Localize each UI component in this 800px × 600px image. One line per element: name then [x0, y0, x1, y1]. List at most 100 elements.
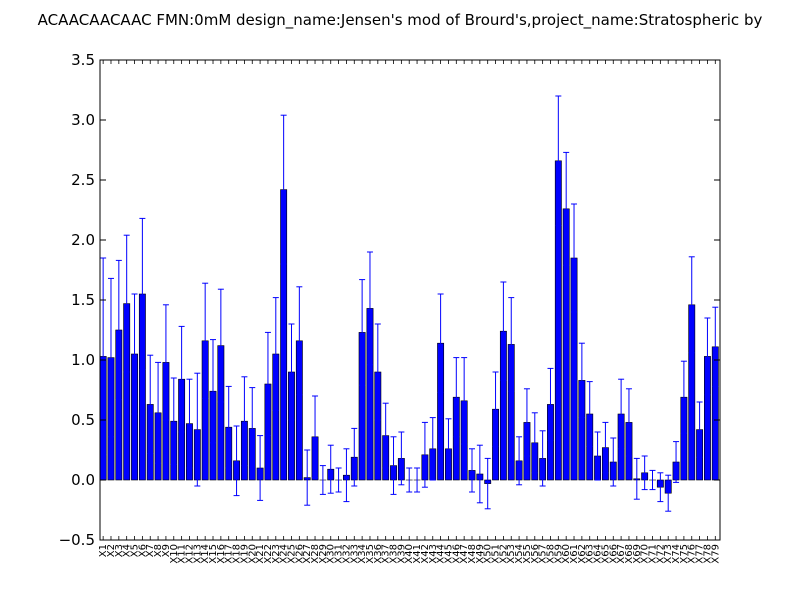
y-tick-label: 3.5 [71, 51, 95, 69]
x-tick-label: X35 [365, 544, 376, 564]
error-bar-X10 [170, 377, 177, 465]
x-tick-label: X60 [561, 544, 572, 564]
error-bar-X23 [272, 297, 279, 411]
error-bar-X70 [641, 455, 648, 491]
error-bar-X66 [610, 437, 617, 487]
error-bar-X14 [202, 282, 209, 399]
error-bar-X64 [594, 431, 601, 481]
x-tick-label: X37 [381, 544, 392, 564]
x-tick-label: X48 [467, 544, 478, 564]
error-bar-X5 [131, 293, 138, 415]
error-bar-X33 [351, 427, 358, 487]
error-bar-X16 [217, 288, 224, 403]
chart-title: ACAACAACAAC FMN:0mM design_name:Jensen's… [38, 11, 763, 30]
x-tick-label: X71 [648, 544, 659, 564]
error-bar-X11 [178, 325, 185, 433]
error-bar-X20 [249, 387, 256, 470]
bars-layer [99, 160, 719, 494]
x-tick-label: X69 [632, 544, 643, 564]
error-bar-X65 [602, 421, 609, 474]
error-bar-X51 [492, 371, 499, 447]
x-tick-label: X53 [506, 544, 517, 564]
error-bar-X31 [335, 467, 342, 493]
error-bar-X44 [437, 293, 444, 393]
error-bar-X43 [429, 417, 436, 481]
error-bar-X6 [139, 217, 146, 371]
error-bar-X46 [453, 357, 460, 438]
x-tick-label: X51 [491, 544, 502, 564]
x-tick-label: X75 [679, 544, 690, 564]
error-bar-X17 [225, 385, 232, 469]
error-bar-X76 [688, 256, 695, 354]
error-bar-X26 [296, 286, 303, 396]
x-tick-label: X29 [318, 544, 329, 564]
x-tick-label: X17 [224, 544, 235, 564]
error-bar-X58 [547, 367, 554, 441]
x-tick-label: X70 [640, 544, 651, 564]
x-tick-label: X46 [451, 544, 462, 564]
x-tick-label: X55 [522, 544, 533, 564]
x-tick-label: X9 [161, 544, 172, 557]
error-bar-X52 [500, 281, 507, 381]
error-bar-X22 [264, 331, 271, 437]
error-bar-X57 [539, 430, 546, 487]
x-tick-label: X72 [655, 544, 666, 564]
error-bar-X61 [571, 203, 578, 313]
error-bar-X8 [155, 361, 162, 464]
x-tick-label: X33 [349, 544, 360, 564]
x-tick-label: X43 [428, 544, 439, 564]
x-tick-label: X32 [341, 544, 352, 564]
error-bar-X48 [469, 448, 475, 493]
x-tick-label: X21 [255, 544, 266, 564]
error-bar-X1 [100, 257, 107, 456]
x-tick-label: X52 [498, 544, 509, 564]
error-bar-X74 [673, 441, 680, 483]
x-tick-label: X49 [475, 544, 486, 564]
x-tick-label: X15 [208, 544, 219, 564]
x-axis: X1X2X3X4X5X6X7X8X9X10X11X12X13X14X15X16X… [98, 60, 721, 564]
x-tick-label: X68 [624, 544, 635, 564]
error-bar-X38 [390, 436, 397, 495]
x-tick-label: X61 [569, 544, 580, 564]
error-bar-X60 [563, 151, 570, 266]
x-tick-label: X76 [687, 544, 698, 564]
error-bar-X79 [712, 306, 719, 387]
x-tick-label: X58 [545, 544, 556, 564]
error-bar-X24 [280, 114, 287, 265]
error-bar-X47 [461, 357, 468, 445]
x-tick-label: X16 [216, 544, 227, 564]
x-tick-label: X42 [420, 544, 431, 564]
x-tick-label: X36 [373, 544, 384, 564]
x-tick-label: X77 [695, 544, 706, 564]
x-tick-label: X57 [538, 544, 549, 564]
x-tick-label: X24 [279, 544, 290, 564]
x-tick-label: X25 [286, 544, 297, 564]
error-bar-X19 [241, 376, 248, 467]
error-bar-X27 [304, 449, 311, 506]
error-bar-X68 [625, 388, 632, 457]
x-tick-label: X4 [122, 544, 133, 557]
error-bar-X7 [147, 354, 154, 455]
x-tick-label: X19 [239, 544, 250, 564]
error-bar-X73 [665, 474, 672, 512]
x-tick-label: X10 [169, 544, 180, 564]
x-tick-label: X12 [184, 544, 195, 564]
error-bar-X75 [680, 360, 687, 434]
x-tick-label: X66 [608, 544, 619, 564]
error-bar-X37 [382, 402, 389, 469]
x-tick-label: X1 [98, 544, 109, 557]
error-bar-X28 [312, 395, 319, 479]
x-tick-label: X40 [404, 544, 415, 564]
error-bar-X55 [523, 388, 530, 457]
x-tick-label: X7 [145, 544, 156, 557]
x-tick-label: X54 [514, 544, 525, 564]
x-tick-label: X79 [710, 544, 721, 564]
x-tick-label: X18 [232, 544, 243, 564]
y-axis: −0.5 0.0 0.5 1.0 1.5 2.0 2.5 3.0 3.5 [59, 51, 720, 549]
error-bar-X4 [123, 234, 130, 373]
x-tick-label: X26 [294, 544, 305, 564]
error-bar-X45 [445, 418, 452, 480]
x-tick-label: X31 [334, 544, 345, 564]
error-bar-X35 [366, 251, 373, 366]
